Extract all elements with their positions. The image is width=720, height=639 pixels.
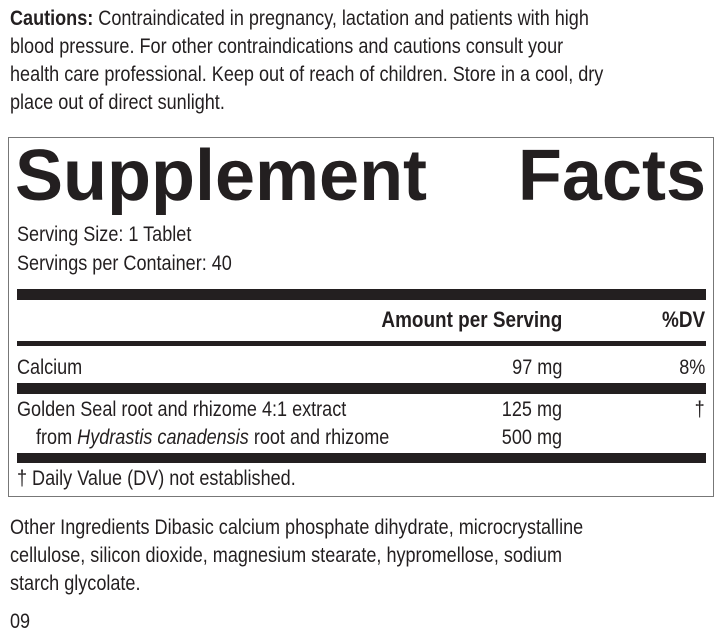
sub-prefix: from: [36, 426, 78, 449]
cautions-line: Cautions: Contraindicated in pregnancy, …: [10, 6, 589, 32]
row-dv: †: [694, 398, 705, 421]
other-ingredients-line: Other Ingredients Dibasic calcium phosph…: [10, 516, 584, 539]
divider-thick: [17, 383, 706, 394]
supplement-facts-panel: [8, 137, 714, 497]
row-amount: 125 mg: [501, 398, 562, 421]
cautions-line: blood pressure. For other contraindicati…: [10, 35, 564, 58]
other-ingredients-line: starch glycolate.: [10, 572, 141, 595]
servings-per-container: Servings per Container: 40: [17, 252, 232, 275]
cautions-line: place out of direct sunlight.: [10, 91, 225, 114]
facts-title-left: Supplement: [15, 136, 428, 216]
sub-species: Hydrastis canadensis: [77, 426, 249, 449]
serving-size: Serving Size: 1 Tablet: [17, 223, 192, 246]
cautions-label: Cautions:: [10, 7, 94, 30]
header-amount: Amount per Serving: [381, 307, 562, 332]
header-dv: %DV: [661, 307, 705, 332]
row-dv: 8%: [678, 356, 705, 379]
sub-suffix: root and rhizome: [248, 426, 390, 449]
facts-title-right: Facts: [517, 136, 706, 216]
divider-thick: [17, 289, 706, 300]
divider-thick: [17, 453, 706, 463]
row-subline: from Hydrastis canadensis root and rhizo…: [36, 425, 389, 451]
cautions-line: health care professional. Keep out of re…: [10, 63, 604, 86]
other-ingredients-line: cellulose, silicon dioxide, magnesium st…: [10, 544, 563, 567]
footnote: † Daily Value (DV) not established.: [17, 467, 296, 490]
row-name: Golden Seal root and rhizome 4:1 extract: [17, 398, 347, 421]
label-code: 09: [10, 610, 31, 633]
divider: [17, 341, 706, 346]
cautions-text: Contraindicated in pregnancy, lactation …: [93, 7, 589, 30]
row-sub-amount: 500 mg: [501, 426, 562, 449]
row-name: Calcium: [17, 356, 83, 379]
row-amount: 97 mg: [511, 356, 562, 379]
